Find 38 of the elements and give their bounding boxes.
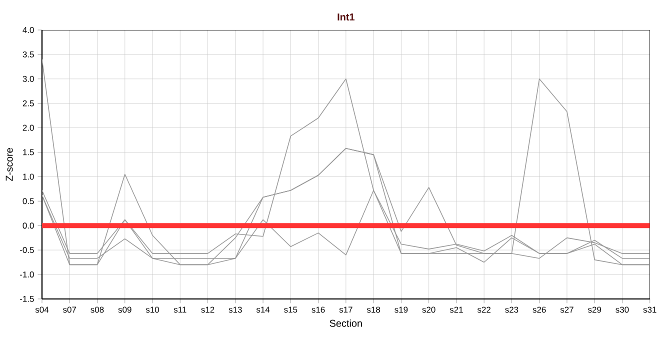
y-tick-label: 4.0	[22, 27, 34, 34]
x-tick-label: s30	[616, 306, 629, 313]
y-tick-label: 3.5	[22, 51, 34, 58]
x-tick-label: s21	[450, 306, 463, 313]
x-axis-title: Section	[330, 320, 362, 327]
y-tick-label: 1.0	[23, 174, 34, 180]
x-tick-label: s13	[228, 306, 242, 313]
y-tick-label: -1.0	[20, 272, 34, 278]
y-tick-label: 3.0	[22, 76, 34, 82]
x-tick-label: s14	[256, 306, 270, 313]
x-tick-label: s20	[422, 306, 436, 313]
y-tick-label: 1.5	[23, 149, 34, 156]
x-tick-label: s10	[146, 306, 160, 313]
y-tick-label: 0.5	[22, 198, 34, 204]
x-tick-label: s22	[477, 306, 490, 313]
x-tick-label: s12	[201, 306, 214, 313]
x-tick-label: s18	[366, 306, 380, 313]
x-tick-label: s15	[284, 306, 298, 313]
x-tick-label: s07	[63, 306, 76, 313]
x-tick-label: s23	[505, 306, 518, 313]
y-axis-title: Z-score	[6, 148, 13, 182]
x-tick-label: s09	[118, 306, 132, 313]
y-tick-label: -1.5	[20, 296, 34, 302]
chart-title: Int1	[338, 14, 355, 21]
x-tick-label: s31	[643, 306, 656, 313]
x-tick-label: s17	[339, 306, 352, 313]
x-tick-label: s11	[174, 306, 186, 313]
x-tick-label: s04	[35, 306, 49, 313]
y-tick-label: 0.0	[22, 222, 34, 229]
x-tick-label: s26	[532, 306, 546, 313]
y-tick-label: 2.0	[22, 124, 34, 131]
x-tick-label: s08	[90, 306, 104, 313]
x-tick-label: s29	[588, 306, 602, 313]
y-tick-label: 2.5	[22, 100, 34, 106]
y-tick-label: -0.5	[20, 247, 34, 254]
x-tick-label: s19	[394, 306, 408, 313]
x-tick-label: s16	[312, 306, 325, 313]
x-tick-label: s27	[560, 306, 574, 313]
